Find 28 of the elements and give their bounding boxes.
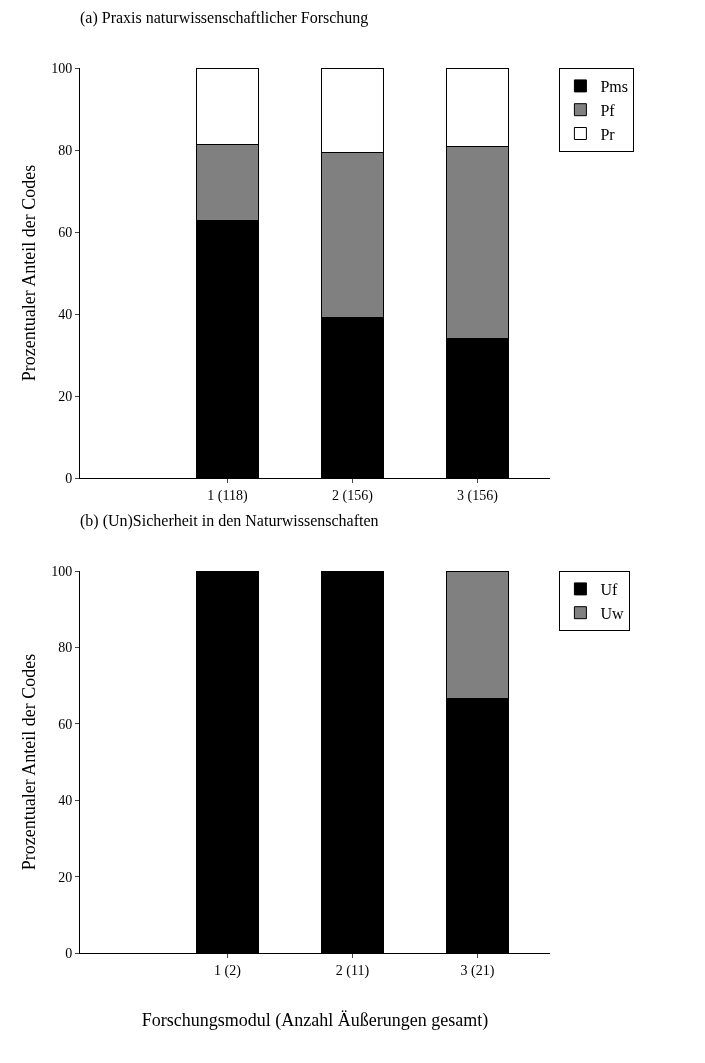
x-tick-label: 1 (2) bbox=[214, 962, 242, 979]
y-tick-label: 60 bbox=[58, 224, 73, 240]
y-tick-label: 20 bbox=[58, 869, 73, 885]
x-tick-label: 1 (118) bbox=[207, 487, 248, 504]
y-tick-label: 40 bbox=[58, 306, 73, 322]
y-tick-label: 80 bbox=[58, 640, 73, 656]
chart-title: (b) (Un)Sicherheit in den Naturwissenschaften bbox=[80, 512, 379, 531]
y-tick-label: 0 bbox=[65, 945, 73, 961]
legend-label: Uf bbox=[600, 581, 618, 599]
y-tick-label: 80 bbox=[58, 142, 73, 158]
y-tick-label: 100 bbox=[51, 563, 73, 579]
x-tick-label: 2 (156) bbox=[332, 487, 374, 504]
y-tick-label: 0 bbox=[65, 470, 73, 486]
y-tick-label: 100 bbox=[51, 60, 73, 76]
x-tick-label: 3 (21) bbox=[460, 962, 495, 979]
legend-label: Pr bbox=[600, 125, 616, 143]
y-tick-label: 20 bbox=[58, 388, 73, 404]
legend-label: Pms bbox=[600, 78, 628, 96]
legend-label: Uw bbox=[600, 604, 624, 622]
chart-title: (a) Praxis naturwissenschaftlicher Forschung bbox=[80, 9, 369, 28]
x-tick-label: 3 (156) bbox=[457, 487, 499, 504]
y-tick-label: 60 bbox=[58, 716, 73, 732]
x-tick-label: 2 (11) bbox=[335, 962, 370, 979]
y-tick-label: 40 bbox=[58, 793, 73, 809]
y-axis-title: Prozentualer Anteil der Codes bbox=[19, 653, 40, 871]
legend-label: Pf bbox=[600, 101, 616, 119]
x-axis-title: Forschungsmodul (Anzahl Äußerungen gesamt) bbox=[141, 1009, 489, 1031]
y-axis-title: Prozentualer Anteil der Codes bbox=[19, 164, 40, 382]
